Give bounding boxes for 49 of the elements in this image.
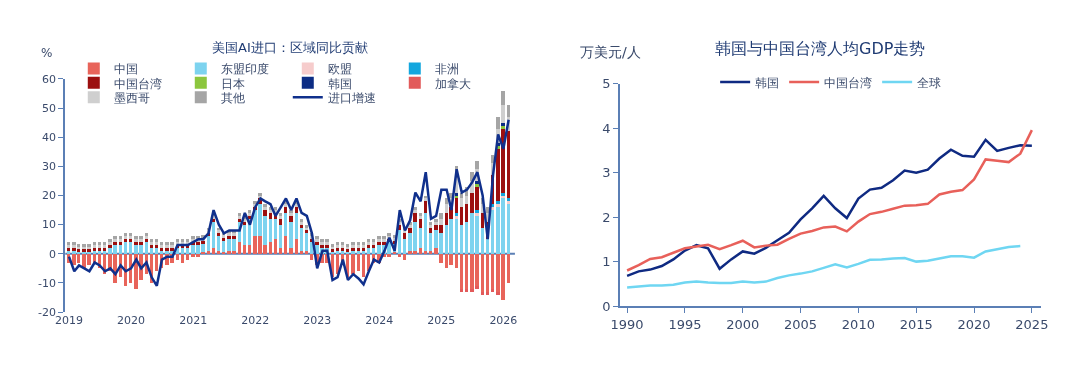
- y-tick-label: 3: [602, 165, 611, 181]
- x-tick-label: 2019: [55, 314, 84, 328]
- legend-label: 韩国: [755, 75, 780, 90]
- legend-label: 全球: [917, 75, 942, 90]
- legend-label: 中国台湾: [113, 76, 162, 91]
- x-tick-label: 2020: [117, 314, 146, 328]
- y-tick-label: 60: [42, 72, 57, 86]
- legend-label: 欧盟: [327, 62, 352, 77]
- y-axis-title: 万美元/人: [580, 44, 641, 60]
- x-tick-label: 2026: [489, 314, 518, 328]
- y-tick-label: 0: [602, 298, 611, 314]
- y-tick-label: 0: [49, 247, 57, 261]
- y-tick-label: 10: [42, 218, 57, 232]
- y-tick-label: -20: [38, 305, 57, 319]
- x-tick-label: 2010: [841, 316, 875, 332]
- legend-label: 非洲: [434, 62, 459, 77]
- legend-label: 韩国: [327, 76, 352, 91]
- legend-label: 日本: [220, 76, 245, 91]
- x-tick-label: 2005: [784, 316, 818, 332]
- chart-title: 美国AI进口：区域同比贡献: [212, 40, 368, 55]
- y-tick-label: 50: [42, 101, 57, 115]
- x-tick-label: 1995: [668, 316, 702, 332]
- x-tick-label: 2025: [427, 314, 456, 328]
- legend-label: 进口增速: [327, 90, 376, 105]
- chart-title: 韩国与中国台湾人均GDP走势: [715, 39, 926, 58]
- y-tick-label: 4: [602, 120, 611, 136]
- y-tick-label: 2: [602, 209, 611, 225]
- y-tick-label: 40: [42, 131, 57, 145]
- x-tick-label: 2022: [241, 314, 270, 328]
- legend-label: 加拿大: [434, 76, 471, 91]
- x-tick-label: 2021: [179, 314, 208, 328]
- y-tick-label: 30: [42, 160, 57, 174]
- legend-label: 东盟印度: [220, 62, 269, 77]
- y-axis-title: %: [41, 46, 53, 60]
- legend-label: 墨西哥: [113, 90, 150, 105]
- x-tick-label: 2020: [957, 316, 991, 332]
- x-tick-label: 2000: [726, 316, 760, 332]
- legend-label: 中国: [113, 62, 138, 77]
- y-tick-label: 20: [42, 189, 57, 203]
- x-tick-label: 1990: [610, 316, 644, 332]
- y-tick-label: -10: [38, 276, 57, 290]
- legend-label: 其他: [220, 90, 245, 105]
- x-tick-label: 2015: [899, 316, 933, 332]
- x-tick-label: 2025: [1015, 316, 1049, 332]
- x-tick-label: 2023: [303, 314, 332, 328]
- y-tick-label: 5: [602, 76, 611, 92]
- legend-label: 中国台湾: [824, 75, 873, 90]
- y-tick-label: 1: [602, 254, 611, 270]
- x-tick-label: 2024: [365, 314, 394, 328]
